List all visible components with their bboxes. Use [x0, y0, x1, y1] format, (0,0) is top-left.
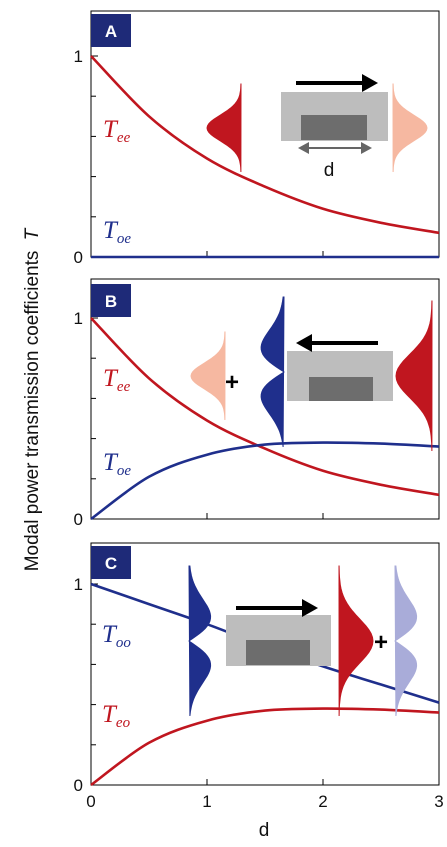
- propagation-arrow-head: [296, 334, 312, 352]
- dimension-label: d: [324, 160, 335, 181]
- mode-profile-odd-output: [394, 565, 418, 717]
- propagation-arrow-head: [302, 599, 318, 617]
- panel-c: C 0 1 0 1 2 3 Too Teo +: [74, 542, 444, 811]
- mode-profile-even-output: [190, 331, 226, 421]
- panel-a: A 0 1 Tee Toe d: [74, 10, 440, 267]
- panel-badge: C: [91, 546, 131, 579]
- curve-label-t-oe: Toe: [103, 449, 131, 479]
- waveguide-inner: [309, 377, 373, 401]
- inset-illustration: d: [206, 74, 428, 181]
- y-tick-label: 0: [74, 248, 83, 267]
- plus-sign: +: [374, 629, 388, 656]
- panel-badge-box: [91, 14, 131, 47]
- mode-profile-odd-output: [260, 296, 285, 448]
- propagation-arrow-head: [362, 74, 378, 92]
- mode-profile-even-input: [206, 83, 242, 173]
- waveguide-inner: [246, 640, 310, 665]
- y-axis-title: Modal power transmission coefficients T: [22, 227, 43, 571]
- panel-badge-label: B: [105, 292, 117, 311]
- curve-label-t-oo: Too: [102, 621, 131, 651]
- y-tick-label: 0: [74, 776, 83, 795]
- y-tick-label: 1: [74, 309, 83, 328]
- plus-sign: +: [225, 369, 239, 396]
- x-tick-label: 0: [86, 792, 95, 811]
- curve-label-t-oe: Toe: [103, 217, 131, 247]
- panel-badge: A: [91, 14, 131, 47]
- curve-label-t-ee: Tee: [103, 365, 131, 395]
- panel-badge-box: [91, 284, 131, 317]
- plot-frame: [90, 278, 440, 520]
- dimension-arrow-right: [361, 142, 372, 154]
- mode-profile-even-output: [338, 565, 374, 717]
- x-axis-title: d: [259, 820, 270, 841]
- x-tick-label: 2: [318, 792, 327, 811]
- curve-label-t-eo: Teo: [102, 701, 131, 731]
- dimension-arrow-left: [298, 142, 309, 154]
- mode-profile-even-input: [395, 300, 433, 452]
- y-tick-label: 0: [74, 510, 83, 529]
- inset-illustration: +: [188, 565, 418, 717]
- panel-badge-label: A: [105, 22, 117, 41]
- y-axis-title-text: Modal power transmission coefficients: [22, 251, 43, 572]
- curve-t-ee: [90, 55, 440, 235]
- mode-profile-odd-input: [188, 565, 212, 717]
- inset-illustration: +: [190, 296, 433, 452]
- curve-label-t-ee: Tee: [103, 116, 131, 146]
- y-tick-label: 1: [74, 47, 83, 66]
- waveguide-inner: [301, 115, 367, 140]
- x-tick-label: 3: [434, 792, 443, 811]
- mode-profile-even-output: [392, 83, 428, 173]
- curve-t-oe: [90, 441, 440, 521]
- x-tick-label: 1: [202, 792, 211, 811]
- panel-badge-box: [91, 546, 131, 579]
- panel-badge: B: [91, 284, 131, 317]
- y-tick-label: 1: [74, 575, 83, 594]
- y-axis-title-symbol: T: [22, 227, 43, 240]
- curve-t-eo: [90, 707, 440, 787]
- panel-badge-label: C: [105, 554, 117, 573]
- panel-b: B 0 1 Tee Toe +: [74, 278, 440, 529]
